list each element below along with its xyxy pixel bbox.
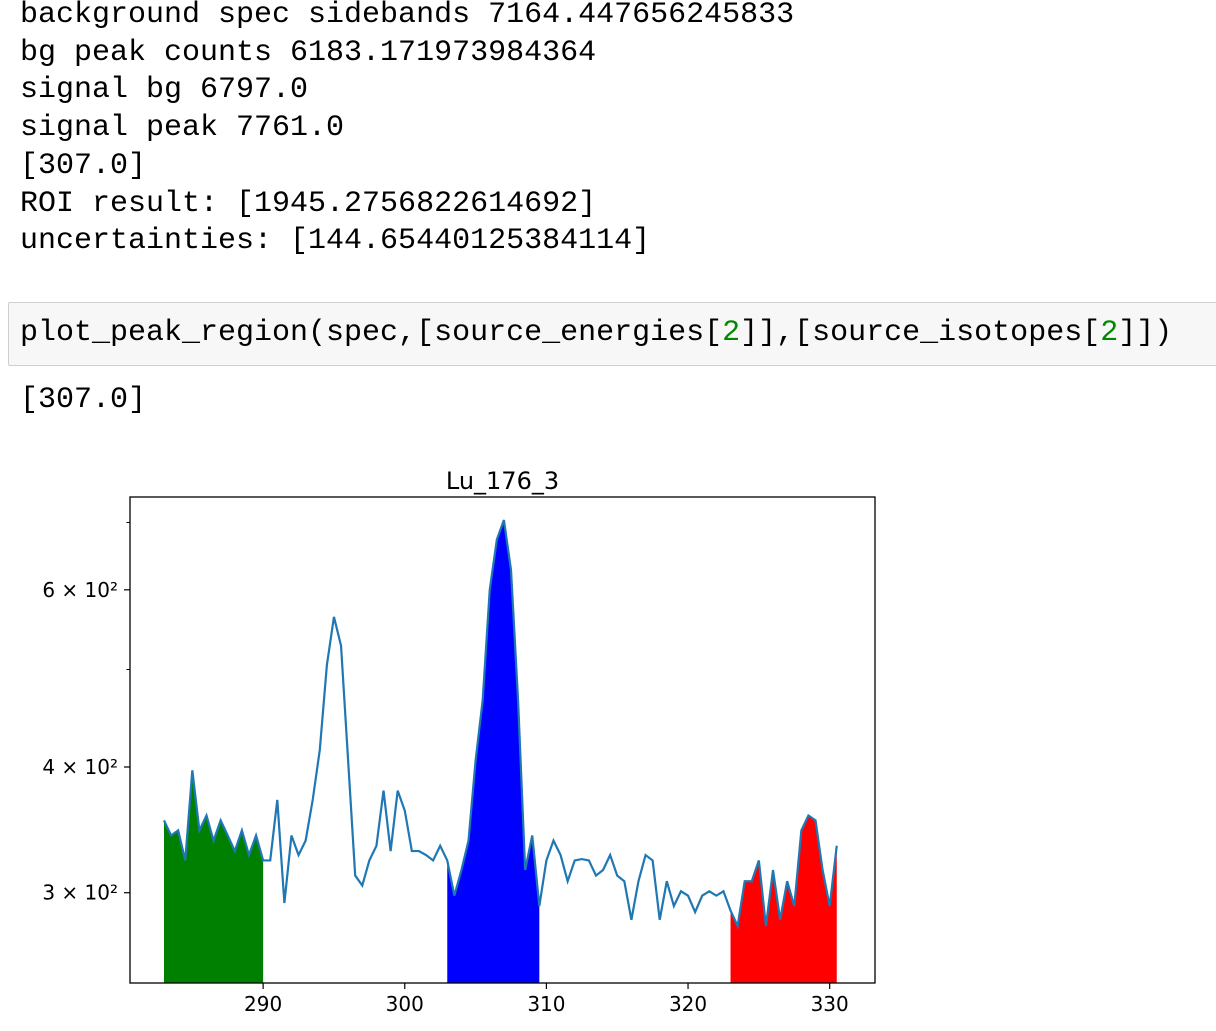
- output-line: ROI result: [1945.2756822614692]: [20, 186, 597, 221]
- x-tick-label: 290: [244, 992, 282, 1016]
- code: plot_peak_region(spec,[source_energies[2…: [20, 316, 1172, 350]
- y-tick-label: 3 × 10²: [42, 881, 118, 905]
- y-tick-label: 4 × 10²: [42, 755, 118, 779]
- code-token: ]]): [1118, 316, 1173, 350]
- output-line: signal bg 6797.0: [20, 73, 309, 108]
- code-token: ]],[source_isotopes[: [740, 316, 1101, 350]
- code-token: plot_peak_region(spec,[source_energies[: [20, 316, 723, 350]
- output-line: uncertainties: [144.65440125384114]: [20, 224, 651, 259]
- fill-region: [730, 815, 837, 983]
- x-tick-label: 300: [386, 992, 424, 1016]
- data-line: [162, 519, 838, 930]
- fill-region: [447, 519, 540, 983]
- output-line: [307.0]: [20, 148, 147, 183]
- x-tick-label: 310: [527, 992, 565, 1016]
- plot-frame: [129, 496, 876, 984]
- x-tick-label: 320: [669, 992, 707, 1016]
- x-tick-label: 330: [811, 992, 849, 1016]
- code-token: 2: [722, 316, 741, 350]
- result: [307.0]: [20, 383, 147, 417]
- fill-region: [163, 770, 264, 983]
- code-cell[interactable]: plot_peak_region(spec,[source_energies[2…: [8, 302, 1216, 366]
- code-token: 2: [1100, 316, 1119, 350]
- output-line: bg peak counts 6183.171973984364: [20, 35, 597, 70]
- output-line: signal peak 7761.0: [20, 111, 345, 146]
- chart: Lu_176_3 290 300 310 320 330 3 × 10² 4 × 10² 6 ×…: [42, 467, 876, 1016]
- y-tick-label: 6 × 10²: [42, 578, 118, 602]
- chart-title: Lu_176_3: [446, 467, 559, 495]
- output-line: background spec sidebands 7164.447656245…: [20, 0, 795, 32]
